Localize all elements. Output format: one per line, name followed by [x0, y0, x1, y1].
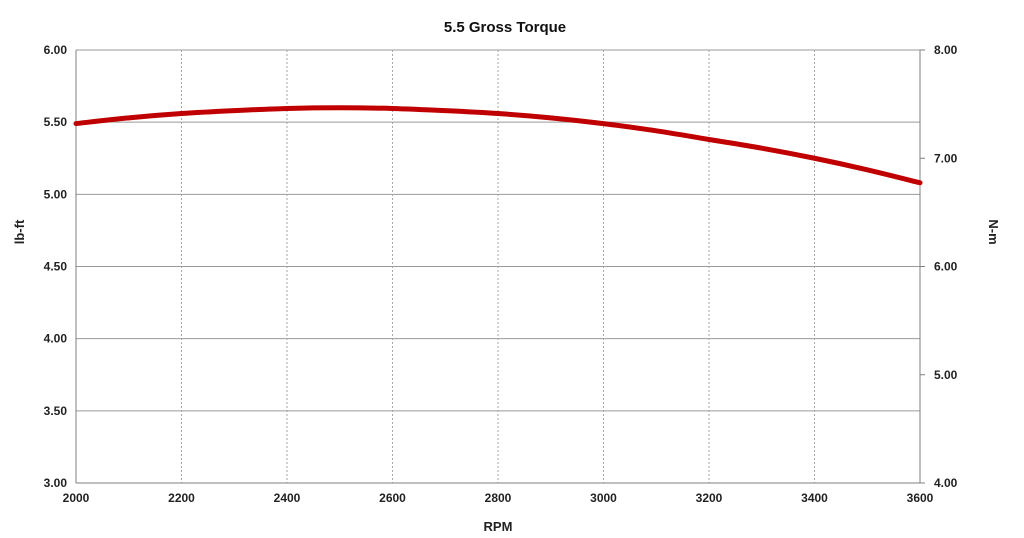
x-tick-label: 2600 [379, 491, 406, 505]
torque-series-line [73, 105, 923, 186]
x-tick-label: 3200 [696, 491, 723, 505]
axes [75, 49, 925, 484]
y2-axis-title: N-m [986, 219, 1001, 244]
y-tick-label: 5.50 [44, 115, 68, 129]
y-tick-label: 5.00 [44, 187, 68, 201]
x-tick-label: 2800 [485, 491, 512, 505]
y-tick-label: 3.00 [44, 476, 68, 490]
y-axis-title: lb-ft [12, 219, 27, 244]
y-tick-label: 3.50 [44, 404, 68, 418]
y2-tick-label: 5.00 [934, 368, 958, 382]
x-axis-title: RPM [484, 519, 513, 534]
y2-tick-label: 6.00 [934, 260, 958, 274]
x-tick-label: 2000 [63, 491, 90, 505]
y2-tick-label: 4.00 [934, 476, 958, 490]
tick-labels: 3.00 3.50 4.00 4.50 5.00 5.50 6.00 2000 2200 2400… [44, 43, 958, 505]
chart-title: 5.5 Gross Torque [444, 19, 566, 36]
y-tick-label: 4.00 [44, 332, 68, 346]
x-tick-label: 3400 [801, 491, 828, 505]
y2-tick-label: 8.00 [934, 43, 958, 57]
series-layer [73, 105, 923, 186]
y2-tick-label: 7.00 [934, 151, 958, 165]
y-tick-label: 4.50 [44, 260, 68, 274]
x-tick-label: 2200 [168, 491, 195, 505]
x-tick-label: 2400 [274, 491, 301, 505]
x-tick-label: 3600 [907, 491, 934, 505]
y-tick-label: 6.00 [44, 43, 68, 57]
x-tick-label: 3000 [590, 491, 617, 505]
grid-lines [76, 49, 920, 484]
